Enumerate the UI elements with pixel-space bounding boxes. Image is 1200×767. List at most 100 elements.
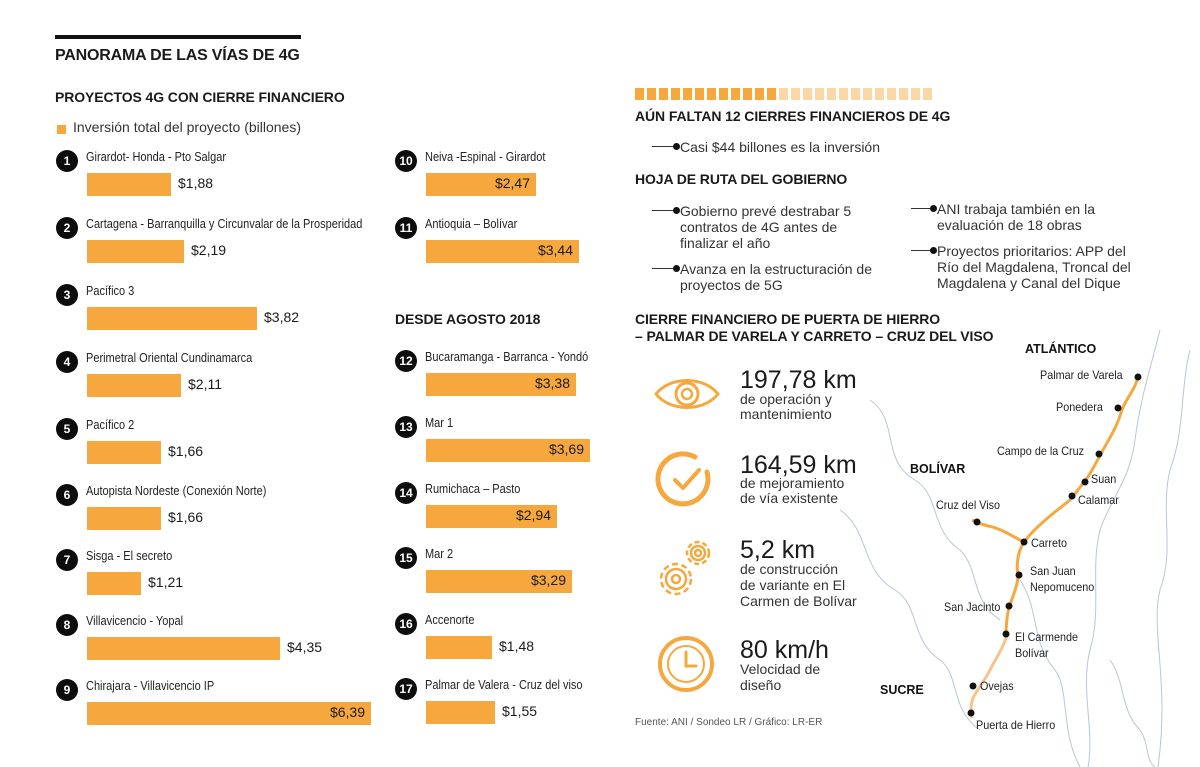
town-label: Bolívar bbox=[1015, 646, 1049, 660]
river-lines bbox=[840, 330, 1191, 767]
stat-value: 164,59 km bbox=[740, 451, 857, 479]
closure-title-line2: – PALMAR DE VARELA Y CARRETO – CRUZ DEL … bbox=[635, 328, 994, 344]
stat-desc: de operación y bbox=[740, 391, 832, 407]
project-name: Mar 1 bbox=[425, 416, 454, 430]
route-map bbox=[840, 330, 1191, 767]
town-label: Nepomuceno bbox=[1030, 580, 1095, 594]
project-number-badge: 9 bbox=[56, 679, 78, 701]
stat-desc: diseño bbox=[740, 677, 782, 693]
project-value-label: $2,19 bbox=[191, 242, 227, 258]
town-label: Puerta de Hierro bbox=[976, 718, 1056, 732]
project-bar bbox=[426, 570, 572, 593]
stat-desc: de vía existente bbox=[740, 490, 839, 506]
roadmap-title: HOJA DE RUTA DEL GOBIERNO bbox=[635, 171, 848, 187]
legend-label: Inversión total del proyecto (billones) bbox=[73, 119, 302, 135]
region-label: SUCRE bbox=[880, 683, 924, 697]
project-bar bbox=[87, 441, 161, 464]
project-name: Chirajara - Villavicencio IP bbox=[86, 679, 215, 693]
stat-value: 80 km/h bbox=[740, 636, 829, 664]
page-title: PANORAMA DE LAS VÍAS DE 4G bbox=[55, 47, 300, 64]
project-value-label: $3,69 bbox=[548, 441, 584, 457]
stat-value: 197,78 km bbox=[740, 366, 857, 394]
section-subtitle-since: DESDE AGOSTO 2018 bbox=[395, 311, 541, 327]
project-bar bbox=[426, 240, 579, 263]
stat-desc: de mejoramiento bbox=[740, 475, 845, 491]
town-label: Suan bbox=[1091, 472, 1117, 486]
project-bar bbox=[87, 374, 181, 397]
stat-desc: Carmen de Bolívar bbox=[740, 593, 857, 609]
gears-icon bbox=[659, 540, 711, 596]
project-value-label: $3,29 bbox=[530, 572, 566, 588]
region-label: BOLÍVAR bbox=[910, 462, 966, 476]
project-bar bbox=[426, 636, 492, 659]
project-name: Neiva -Espinal - Girardot bbox=[425, 150, 546, 164]
town-label: Campo de la Cruz bbox=[997, 444, 1085, 458]
project-value-label: $2,94 bbox=[515, 507, 551, 523]
project-value-label: $4,35 bbox=[287, 639, 323, 655]
project-number-badge: 3 bbox=[56, 284, 78, 306]
stat-desc: de variante en El bbox=[740, 577, 846, 593]
project-value-label: $1,66 bbox=[168, 443, 204, 459]
pending-title: AÚN FALTAN 12 CIERRES FINANCIEROS DE 4G bbox=[635, 108, 951, 124]
project-name: Bucaramanga - Barranca - Yondó bbox=[425, 350, 589, 364]
project-bar bbox=[87, 507, 161, 530]
roadmap-item-text: Proyectos prioritarios: APP del Río del … bbox=[937, 243, 1131, 291]
roadmap-item-text: Gobierno prevé destrabar 5 contratos de … bbox=[680, 203, 852, 251]
project-bar bbox=[426, 373, 576, 396]
project-value-label: $1,55 bbox=[502, 703, 538, 719]
project-name: Pacífico 2 bbox=[86, 418, 135, 432]
project-name: Autopista Nordeste (Conexión Norte) bbox=[86, 484, 267, 498]
project-number-badge: 14 bbox=[395, 482, 417, 504]
town-label: San Juan bbox=[1030, 564, 1076, 578]
eye-icon bbox=[654, 379, 720, 409]
town-label: Ponedera bbox=[1056, 400, 1103, 414]
project-number-badge: 7 bbox=[56, 549, 78, 571]
project-name: Accenorte bbox=[425, 613, 475, 627]
town-label: Ovejas bbox=[980, 679, 1014, 693]
project-name: Mar 2 bbox=[425, 547, 454, 561]
project-number-badge: 1 bbox=[56, 150, 78, 172]
project-bar bbox=[87, 637, 280, 660]
route-main bbox=[1004, 376, 1140, 639]
project-name: Antioquia – Bolívar bbox=[425, 217, 518, 231]
section-title-closed: PROYECTOS 4G CON CIERRE FINANCIERO bbox=[55, 89, 345, 105]
closure-title-line1: CIERRE FINANCIERO DE PUERTA DE HIERRO bbox=[635, 311, 941, 327]
town-label: El Carmende bbox=[1015, 630, 1079, 644]
project-value-label: $3,38 bbox=[534, 375, 570, 391]
project-name: Pacífico 3 bbox=[86, 284, 135, 298]
project-name: Cartagena - Barranquilla y Circunvalar d… bbox=[86, 217, 363, 231]
project-bar bbox=[87, 307, 257, 330]
project-value-label: $2,47 bbox=[494, 175, 530, 191]
bullet-investment-text: Casi $44 billones es la inversión bbox=[680, 139, 880, 155]
project-number-badge: 11 bbox=[395, 217, 417, 239]
town-label: Cruz del Viso bbox=[936, 498, 1001, 512]
project-value-label: $2,11 bbox=[188, 376, 222, 392]
project-value-label: $6,39 bbox=[329, 704, 365, 720]
roadmap-item: Gobierno prevé destrabar 5 contratos de … bbox=[652, 203, 880, 251]
town-markers bbox=[967, 373, 1142, 717]
source-note: Fuente: ANI / Sondeo LR / Gráfico: LR-ER bbox=[635, 717, 823, 728]
project-value-label: $1,88 bbox=[178, 175, 214, 191]
project-bar bbox=[87, 702, 371, 725]
project-bar bbox=[87, 173, 171, 196]
route-variant bbox=[969, 637, 1008, 719]
project-bar bbox=[426, 701, 495, 724]
stat-desc: de construcción bbox=[740, 561, 839, 577]
roadmap-item: Avanza en la estructuración de proyectos… bbox=[652, 261, 880, 293]
project-number-badge: 13 bbox=[395, 416, 417, 438]
project-number-badge: 15 bbox=[395, 547, 417, 569]
roadmap-item: ANI trabaja también en la evaluación de … bbox=[911, 201, 1127, 233]
project-bar bbox=[426, 173, 536, 196]
project-name: Palmar de Valera - Cruz del viso bbox=[425, 678, 583, 692]
roadmap-item-text: Avanza en la estructuración de proyectos… bbox=[680, 261, 872, 293]
project-name: Perimetral Oriental Cundinamarca bbox=[86, 351, 253, 365]
project-number-badge: 10 bbox=[395, 150, 417, 172]
project-name: Sisga - El secreto bbox=[86, 549, 173, 563]
project-number-badge: 16 bbox=[395, 613, 417, 635]
project-number-badge: 12 bbox=[395, 350, 417, 372]
town-label: San Jacinto bbox=[944, 600, 1001, 614]
project-bar bbox=[87, 240, 184, 263]
project-number-badge: 5 bbox=[56, 418, 78, 440]
project-number-badge: 8 bbox=[56, 614, 78, 636]
clock-icon bbox=[658, 636, 714, 692]
